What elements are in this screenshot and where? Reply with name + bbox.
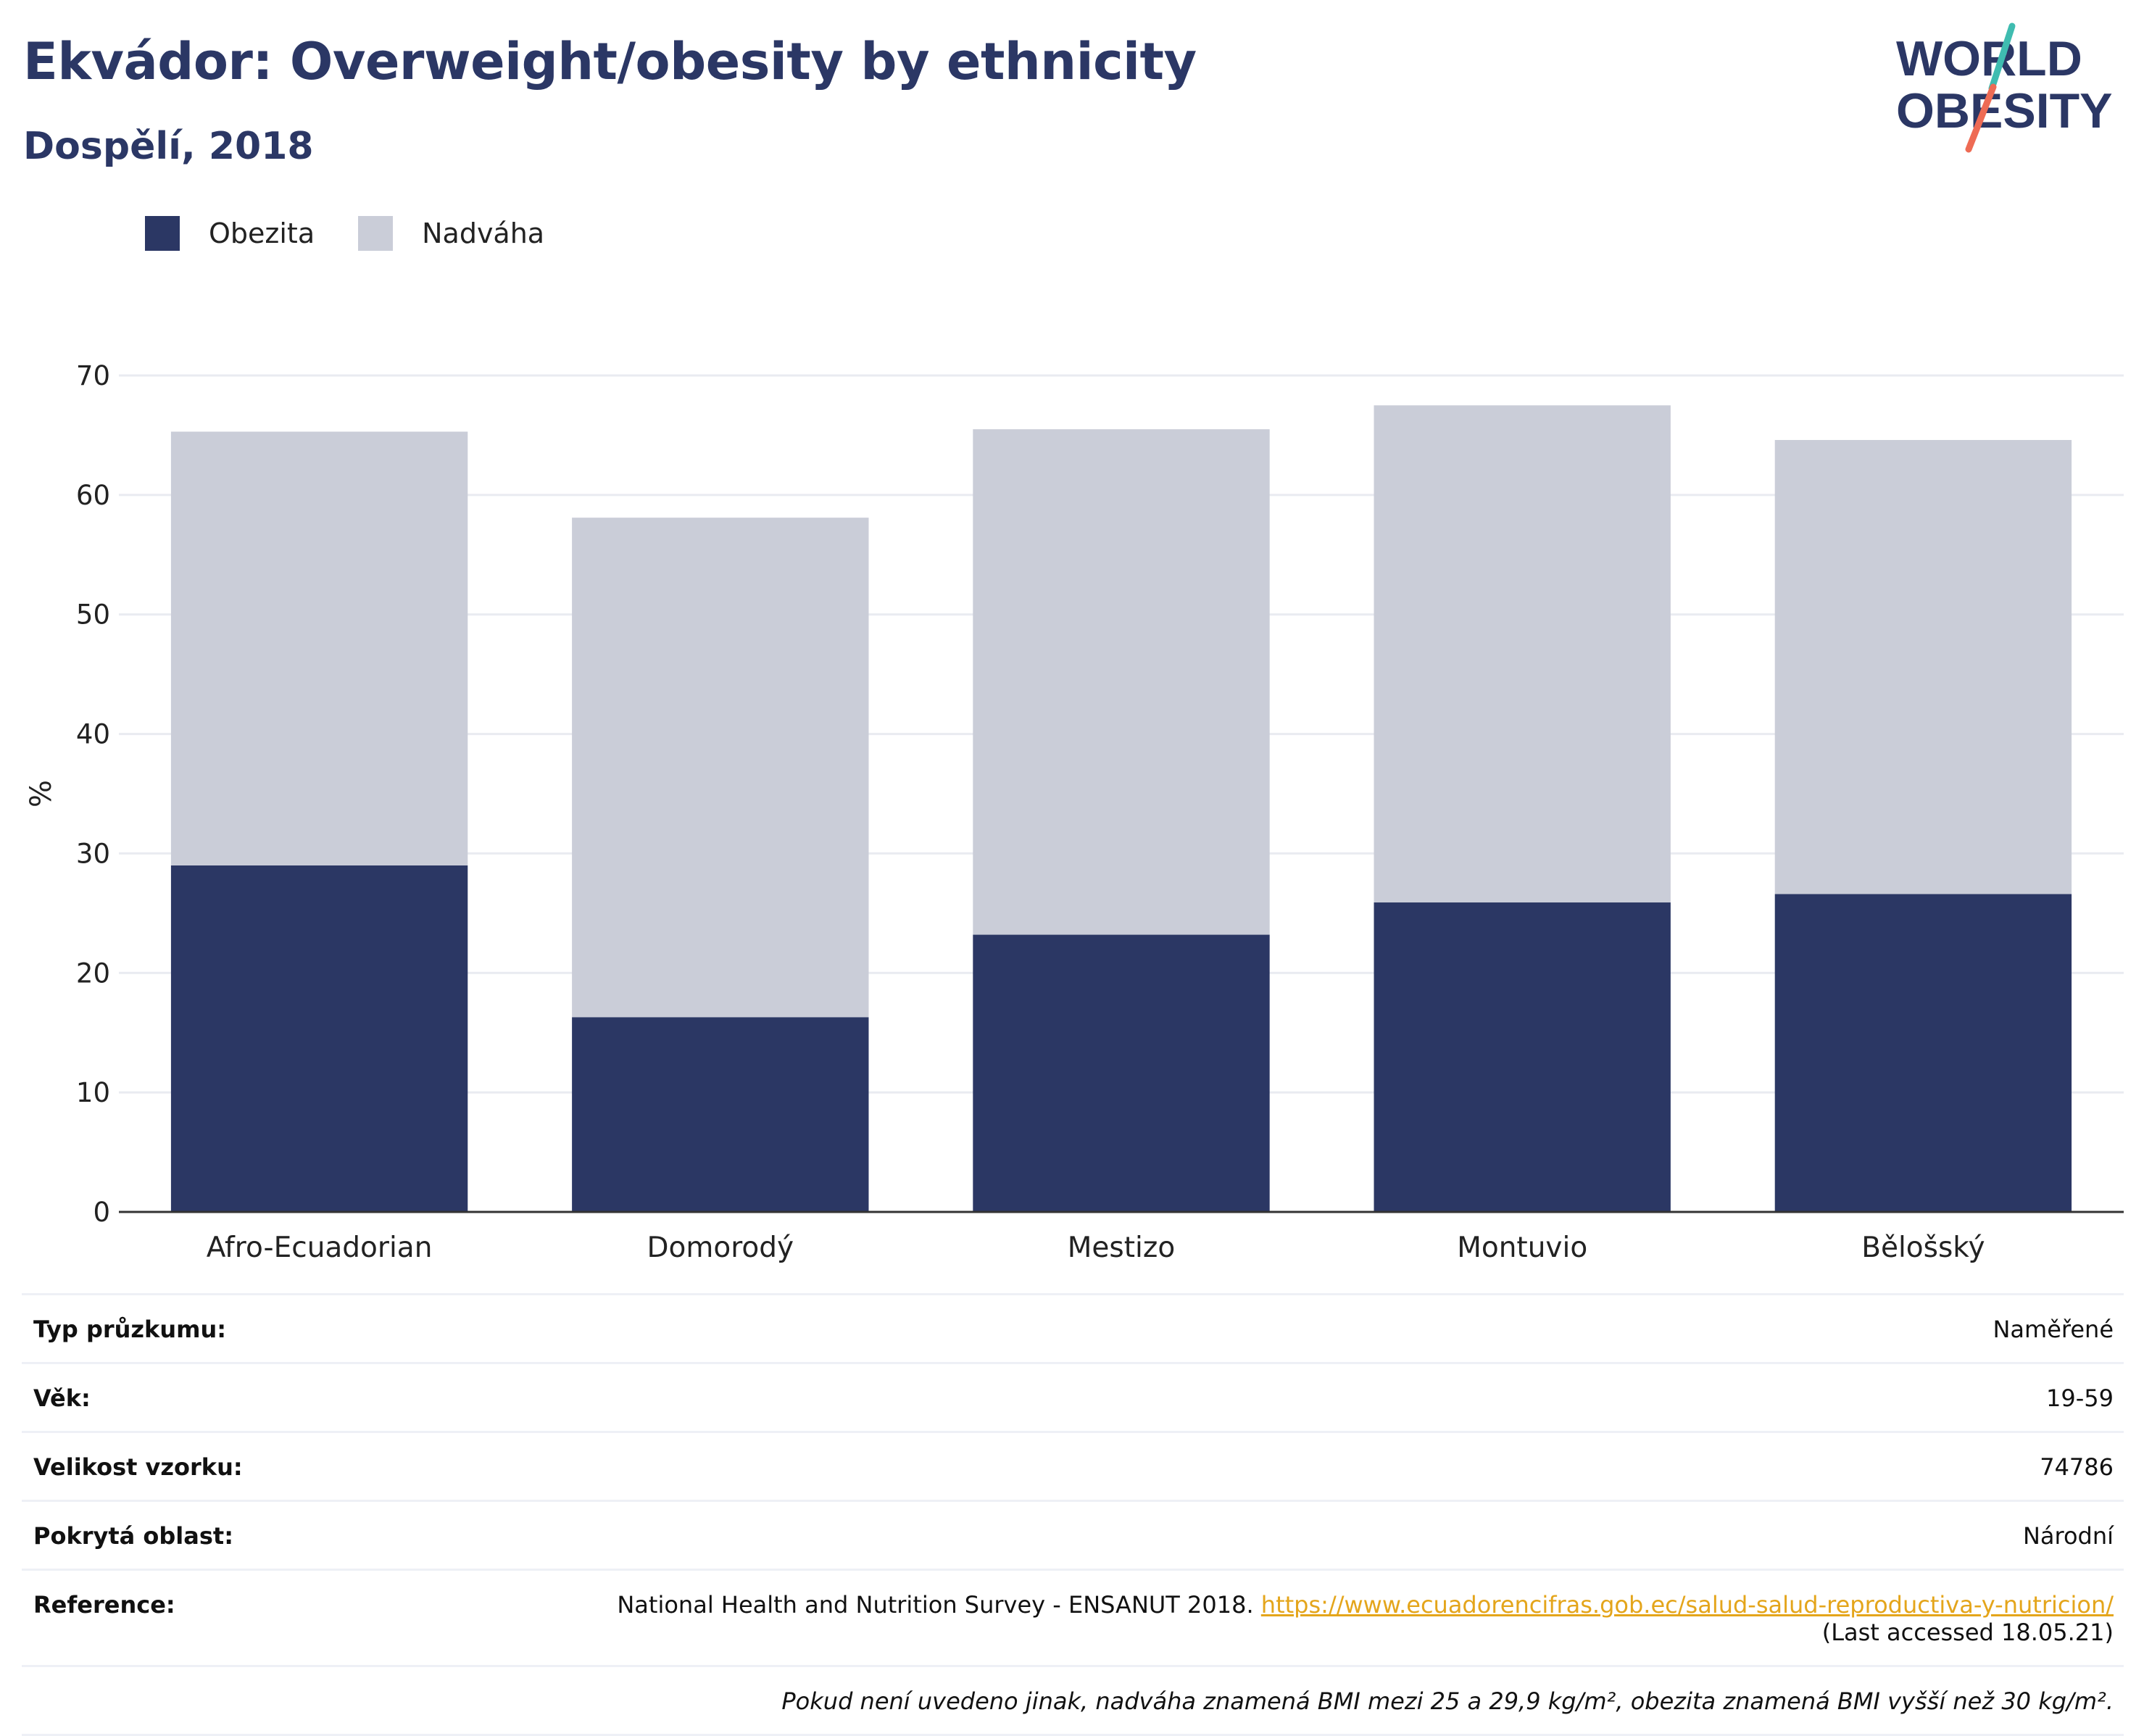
info-row-sample-size: Velikost vzorku: 74786 bbox=[22, 1431, 2124, 1500]
legend-item-overweight: Nadváha bbox=[358, 216, 544, 251]
legend-swatch-overweight bbox=[358, 216, 394, 251]
bar-overweight bbox=[1374, 405, 1671, 903]
reference-accessed: (Last accessed 18.05.21) bbox=[1821, 1619, 2114, 1646]
bar-obesity bbox=[572, 1017, 869, 1212]
y-tick-label: 0 bbox=[93, 1197, 110, 1228]
x-tick-label: Afro-Ecuadorian bbox=[207, 1232, 433, 1264]
info-row-age: Věk: 19-59 bbox=[22, 1362, 2124, 1431]
bar-overweight bbox=[1774, 440, 2072, 894]
y-tick-label: 30 bbox=[76, 838, 110, 869]
chart-title: Ekvádor: Overweight/obesity by ethnicity bbox=[23, 32, 1197, 91]
info-label: Velikost vzorku: bbox=[33, 1453, 243, 1481]
legend-swatch-obesity bbox=[145, 216, 180, 251]
bmi-definition-note: Pokud není uvedeno jinak, nadváha znamen… bbox=[781, 1687, 2114, 1715]
reference-link[interactable]: https://www.ecuadorencifras.gob.ec/salud… bbox=[1260, 1591, 2114, 1619]
y-axis-label: % bbox=[25, 780, 58, 807]
bar-overweight bbox=[170, 431, 468, 865]
logo-slash-teal bbox=[1988, 22, 2016, 92]
chart-subtitle: Dospělí, 2018 bbox=[23, 125, 314, 168]
x-tick-label: Bělošský bbox=[1861, 1232, 1985, 1264]
info-label: Věk: bbox=[33, 1384, 91, 1412]
logo-slash-coral bbox=[1965, 83, 1997, 153]
x-tick-label: Montuvio bbox=[1457, 1232, 1587, 1264]
bar-obesity bbox=[170, 865, 468, 1212]
survey-info-table: Typ průzkumu: Naměřené Věk: 19-59 Veliko… bbox=[22, 1293, 2124, 1736]
bar-overweight bbox=[973, 429, 1270, 935]
legend-item-obesity: Obezita bbox=[145, 216, 315, 251]
reference-value: National Health and Nutrition Survey - E… bbox=[617, 1591, 2114, 1646]
info-value: Naměřené bbox=[1993, 1316, 2114, 1343]
x-tick-label: Domorodý bbox=[647, 1232, 794, 1264]
info-label: Reference: bbox=[33, 1591, 175, 1619]
info-row-reference: Reference: National Health and Nutrition… bbox=[22, 1569, 2124, 1665]
legend-label-overweight: Nadváha bbox=[422, 217, 545, 249]
y-tick-label: 40 bbox=[76, 719, 110, 750]
y-tick-label: 20 bbox=[76, 958, 110, 989]
info-row-survey-type: Typ průzkumu: Naměřené bbox=[22, 1293, 2124, 1362]
bar-obesity bbox=[973, 934, 1270, 1212]
bar-overweight bbox=[572, 518, 869, 1018]
y-tick-label: 10 bbox=[76, 1077, 110, 1108]
legend-label-obesity: Obezita bbox=[209, 217, 315, 249]
logo-word-obesity: OBESITY bbox=[1896, 83, 2113, 138]
x-tick-label: Mestizo bbox=[1068, 1232, 1175, 1264]
y-tick-label: 70 bbox=[76, 360, 110, 391]
info-value: 74786 bbox=[2040, 1453, 2114, 1481]
info-value: Národní bbox=[2022, 1522, 2114, 1550]
bar-obesity bbox=[1374, 902, 1671, 1212]
bar-chart: 0 10 20 30 40 50 60 70% Afro-Ecuadorian Domorodý M… bbox=[25, 360, 2124, 1264]
info-label: Typ průzkumu: bbox=[33, 1316, 227, 1343]
world-obesity-logo: WORLD OBESITY bbox=[1896, 22, 2113, 153]
info-label: Pokrytá oblast: bbox=[33, 1522, 233, 1550]
info-value: 19-59 bbox=[2046, 1384, 2114, 1412]
logo-word-world: WORLD bbox=[1896, 31, 2082, 86]
y-tick-label: 50 bbox=[76, 599, 110, 631]
info-row-area-covered: Pokrytá oblast: Národní bbox=[22, 1500, 2124, 1569]
y-tick-label: 60 bbox=[76, 480, 110, 511]
chart-legend: Obezita Nadváha bbox=[145, 216, 588, 251]
reference-text: National Health and Nutrition Survey - E… bbox=[617, 1591, 1254, 1619]
bmi-note-row: Pokud není uvedeno jinak, nadváha znamen… bbox=[22, 1665, 2124, 1736]
bar-obesity bbox=[1774, 894, 2072, 1212]
